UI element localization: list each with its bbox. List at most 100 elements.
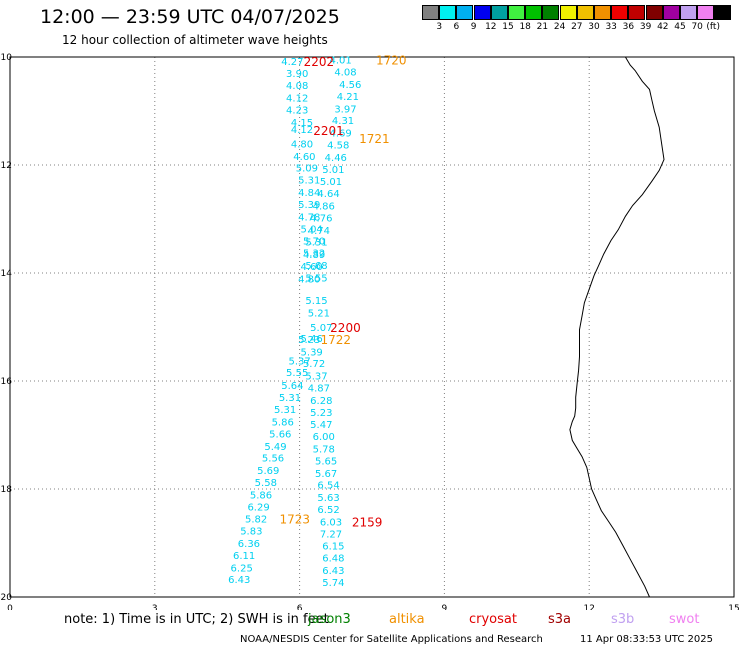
wave-height-label: 4.80	[298, 274, 320, 285]
wave-height-label: 6.00	[313, 432, 335, 443]
color-swatch-label: 27	[571, 22, 583, 32]
color-swatch	[422, 5, 439, 20]
x-axis-ticks: 0 3 6 9 12 15	[7, 604, 740, 610]
wave-height-label: 4.08	[286, 81, 308, 92]
color-swatch	[525, 5, 543, 20]
color-scale-unit: (ft)	[706, 22, 720, 32]
wave-height-label: 5.31	[305, 238, 327, 249]
wave-height-label: 5.47	[310, 420, 332, 431]
satellite-legend-item: s3b	[611, 612, 635, 627]
wave-height-label: 4.60	[293, 152, 315, 163]
satellite-legend-item: cryosat	[469, 612, 517, 627]
color-swatch	[576, 5, 594, 20]
wave-height-label: 5.23	[298, 335, 320, 346]
wave-height-label: 5.56	[262, 454, 284, 465]
color-swatch	[611, 5, 629, 20]
pass-time-label: 1720	[376, 54, 407, 68]
color-swatch-label: 6	[453, 22, 460, 32]
wave-height-label: 6.29	[247, 502, 269, 513]
color-swatch	[508, 5, 525, 20]
grid-lines	[10, 57, 734, 597]
y-tick-label: -18	[0, 485, 12, 495]
wave-height-label: 6.48	[322, 554, 344, 565]
wave-height-label: 5.23	[310, 408, 332, 419]
wave-height-label: 5.72	[303, 359, 325, 370]
color-swatch	[697, 5, 715, 20]
wave-height-label: 5.31	[279, 393, 301, 404]
color-swatch-label: 9	[470, 22, 477, 32]
wave-height-label: 6.52	[317, 505, 339, 516]
x-tick-label: 3	[152, 604, 158, 610]
color-swatch-label: 18	[519, 22, 531, 32]
wave-height-label: 4.15	[291, 118, 313, 129]
wave-height-label: 4.46	[325, 153, 347, 164]
color-swatch	[594, 5, 611, 20]
wave-height-label: 4.58	[327, 140, 349, 151]
y-tick-label: -16	[0, 377, 12, 387]
color-swatch-label: 70	[691, 22, 703, 32]
wave-height-label: 4.60	[301, 262, 323, 273]
satellite-legend-item: altika	[389, 612, 425, 627]
color-swatch	[473, 5, 491, 20]
wave-height-label: 4.01	[329, 56, 351, 67]
wave-height-label: 4.69	[329, 129, 351, 140]
pass-time-label: 2202	[304, 55, 335, 69]
wave-height-label: 4.08	[334, 68, 356, 79]
wave-height-label: 6.03	[320, 517, 342, 528]
wave-height-label: 4.21	[337, 92, 359, 103]
map-subtitle: 12 hour collection of altimeter wave hei…	[62, 33, 328, 47]
wave-height-label: 5.55	[286, 368, 308, 379]
x-tick-label: 12	[583, 604, 594, 610]
color-swatch	[680, 5, 697, 20]
wave-height-label: 4.80	[291, 139, 313, 150]
wave-height-label: 5.32	[303, 248, 325, 259]
x-tick-label: 9	[442, 604, 448, 610]
pass-time-label: 1723	[279, 513, 310, 527]
y-tick-label: -20	[0, 593, 12, 603]
wave-height-label: 5.70	[303, 237, 325, 248]
satellite-legend-item: jason3	[308, 612, 351, 627]
wave-height-label: 6.28	[310, 396, 332, 407]
footer-note: note: 1) Time is in UTC; 2) SWH is in fe…	[64, 612, 329, 627]
wave-height-label: 6.15	[322, 542, 344, 553]
wave-height-label: 5.86	[272, 418, 294, 429]
y-tick-label: -10	[0, 53, 12, 63]
wave-height-label: 5.83	[240, 527, 262, 538]
pass-time-label: 2159	[352, 515, 383, 529]
wave-height-label: 5.31	[298, 176, 320, 187]
wave-height-label: 5.66	[269, 429, 291, 440]
pass-time-label: 1721	[359, 132, 390, 146]
y-tick-label: -12	[0, 161, 12, 171]
x-tick-label: 6	[297, 604, 303, 610]
wave-height-label: 5.67	[315, 469, 337, 480]
satellite-legend-item: swot	[669, 612, 700, 627]
color-swatch-label: 33	[605, 22, 617, 32]
wave-height-label: 5.69	[257, 466, 279, 477]
wave-height-label: 6.43	[322, 566, 344, 577]
y-axis-ticks: -10 -12 -14 -16 -18 -20	[0, 53, 12, 603]
wave-height-label: 5.39	[298, 200, 320, 211]
map-frame	[9, 56, 735, 598]
credit-line: NOAA/NESDIS Center for Satellite Applica…	[240, 634, 543, 645]
wave-height-label: 6.25	[231, 563, 253, 574]
coastline	[569, 56, 665, 598]
satellite-legend-item: s3a	[548, 612, 572, 627]
color-swatch	[559, 5, 577, 20]
wave-height-label: 7.27	[320, 529, 342, 540]
x-tick-label: 0	[7, 604, 13, 610]
wave-height-label: 5.82	[245, 515, 267, 526]
color-swatch	[490, 5, 508, 20]
color-swatch	[542, 5, 560, 20]
map-title: 12:00 — 23:59 UTC 04/07/2025	[40, 6, 340, 28]
color-swatch-label: 12	[485, 22, 497, 32]
wave-height-label: 4.31	[332, 116, 354, 127]
wave-height-label: 4.64	[317, 189, 339, 200]
x-tick-label: 15	[728, 604, 739, 610]
wave-height-label: 5.37	[288, 356, 310, 367]
wave-height-label: 5.01	[322, 165, 344, 176]
wave-height-label: 4.89	[303, 250, 325, 261]
wave-height-label: 5.39	[301, 347, 323, 358]
wave-height-label: 5.49	[264, 442, 286, 453]
wave-height-label: 3.97	[334, 104, 356, 115]
